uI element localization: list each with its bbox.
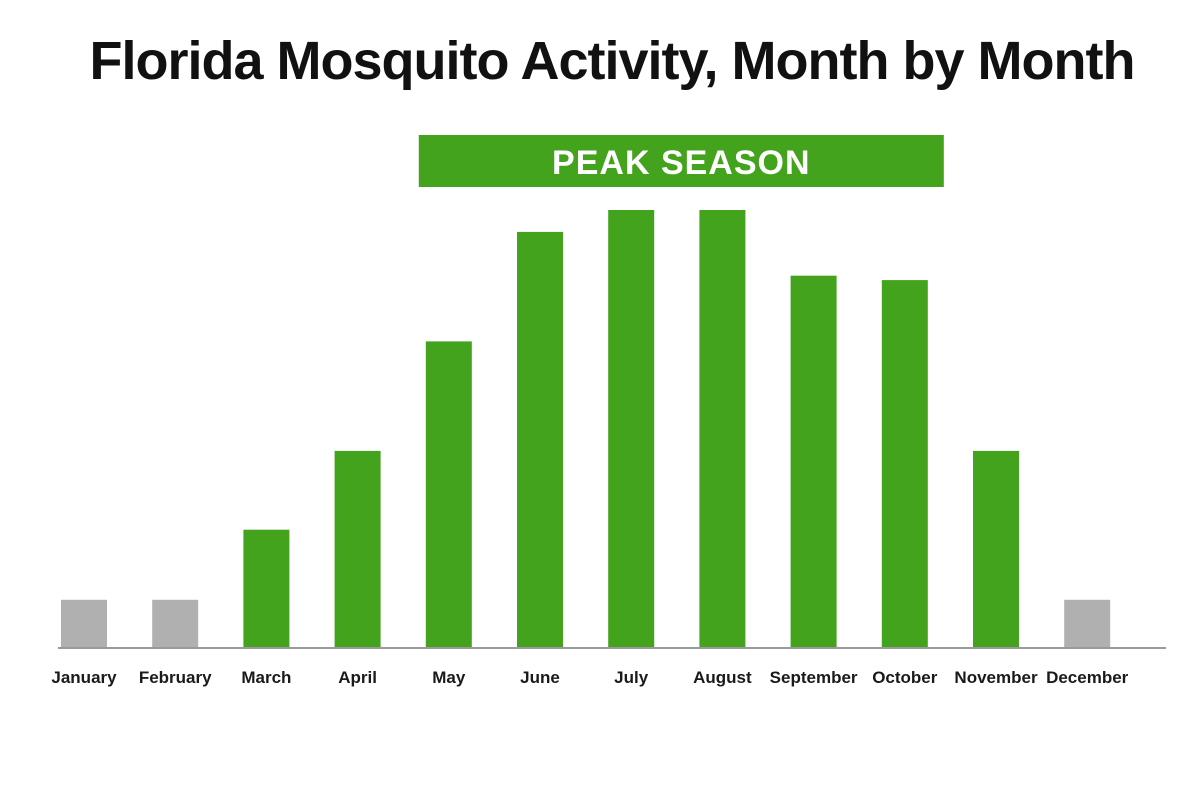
x-tick-label-april: April — [338, 668, 377, 687]
x-tick-label-september: September — [770, 668, 858, 687]
x-tick-label-october: October — [872, 668, 938, 687]
bar-august — [699, 210, 746, 648]
x-tick-label-november: November — [954, 668, 1038, 687]
bar-july — [608, 210, 655, 648]
x-tick-label-may: May — [432, 668, 466, 687]
bar-may — [425, 341, 472, 648]
x-tick-label-july: July — [614, 668, 649, 687]
x-tick-label-december: December — [1046, 668, 1129, 687]
bar-october — [881, 280, 928, 648]
x-tick-label-february: February — [139, 668, 212, 687]
bar-april — [334, 450, 381, 648]
peak-season-label: PEAK SEASON — [552, 144, 811, 182]
bar-february — [152, 599, 199, 648]
x-tick-label-june: June — [520, 668, 560, 687]
bar-november — [973, 450, 1019, 648]
bar-december — [1064, 599, 1111, 648]
x-tick-label-august: August — [693, 668, 752, 687]
bar-march — [243, 529, 290, 648]
x-tick-label-march: March — [241, 668, 291, 687]
chart-title: Florida Mosquito Activity, Month by Mont… — [89, 31, 1136, 91]
bar-june — [517, 231, 563, 648]
bar-september — [790, 275, 837, 648]
peak-season-banner — [418, 135, 944, 187]
x-tick-label-january: January — [51, 668, 117, 687]
bar-january — [61, 599, 107, 648]
